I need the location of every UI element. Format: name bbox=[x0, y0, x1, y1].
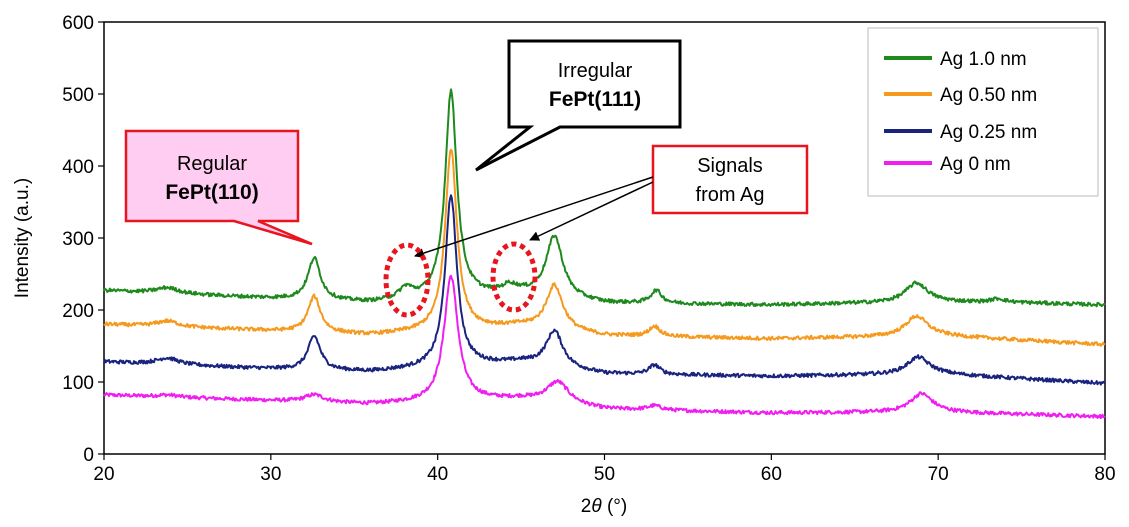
x-tick-label: 20 bbox=[93, 464, 114, 485]
legend-label: Ag 1.0 nm bbox=[940, 49, 1027, 70]
irregular-callout-line1: Irregular bbox=[558, 60, 633, 82]
y-tick-label: 0 bbox=[83, 445, 94, 466]
irregular-fept111-callout: Irregular FePt(111) bbox=[475, 39, 682, 172]
irregular-callout-shape bbox=[475, 39, 682, 172]
y-axis-label: Intensity (a.u.) bbox=[12, 178, 33, 298]
y-tick-label: 600 bbox=[62, 13, 94, 34]
y-tick-label: 400 bbox=[62, 157, 94, 178]
x-axis-label: 2θ (°) bbox=[581, 496, 627, 517]
series-layer bbox=[103, 88, 1106, 420]
signals-arrow-left bbox=[414, 176, 654, 258]
x-tick-label: 70 bbox=[928, 464, 949, 485]
regular-callout-shape bbox=[124, 129, 313, 246]
x-tick-label: 80 bbox=[1094, 464, 1115, 485]
x-tick-label: 40 bbox=[427, 464, 448, 485]
x-axis-ticks: 20 30 40 50 60 70 80 bbox=[93, 454, 1116, 485]
regular-fept110-callout: Regular FePt(110) bbox=[124, 129, 313, 246]
y-tick-label: 300 bbox=[62, 229, 94, 250]
series-line-ag-1-0-nm bbox=[103, 88, 1106, 308]
y-axis-ticks: 0 100 200 300 400 500 600 bbox=[62, 13, 104, 466]
signals-callout-line1: Signals bbox=[697, 155, 763, 177]
signals-callout-box bbox=[651, 144, 809, 215]
ag-signal-circle-right bbox=[490, 241, 538, 313]
legend-label: Ag 0.25 nm bbox=[940, 122, 1037, 143]
legend-items: Ag 1.0 nm Ag 0.50 nm Ag 0.25 nm Ag 0 nm bbox=[884, 49, 1037, 175]
series-line-ag-0-nm bbox=[103, 274, 1106, 420]
y-tick-label: 200 bbox=[62, 301, 94, 322]
y-tick-label: 100 bbox=[62, 373, 94, 394]
ag-signal-circle-left bbox=[383, 242, 431, 318]
series-line-ag-0-50-nm bbox=[103, 148, 1106, 347]
x-tick-label: 30 bbox=[260, 464, 281, 485]
legend-label: Ag 0.50 nm bbox=[940, 85, 1037, 106]
signals-arrow-right bbox=[529, 181, 654, 241]
signals-from-ag-callout: Signals from Ag bbox=[414, 144, 809, 258]
x-tick-label: 60 bbox=[761, 464, 782, 485]
irregular-callout-line2: FePt(111) bbox=[549, 88, 641, 111]
legend-label: Ag 0 nm bbox=[940, 154, 1011, 175]
y-tick-label: 500 bbox=[62, 85, 94, 106]
series-line-ag-0-25-nm bbox=[103, 194, 1106, 386]
legend: Ag 1.0 nm Ag 0.50 nm Ag 0.25 nm Ag 0 nm bbox=[867, 27, 1099, 197]
regular-callout-line2: FePt(110) bbox=[165, 181, 258, 204]
signals-callout-line2: from Ag bbox=[696, 184, 765, 206]
regular-callout-line1: Regular bbox=[177, 153, 247, 175]
x-tick-label: 50 bbox=[594, 464, 615, 485]
